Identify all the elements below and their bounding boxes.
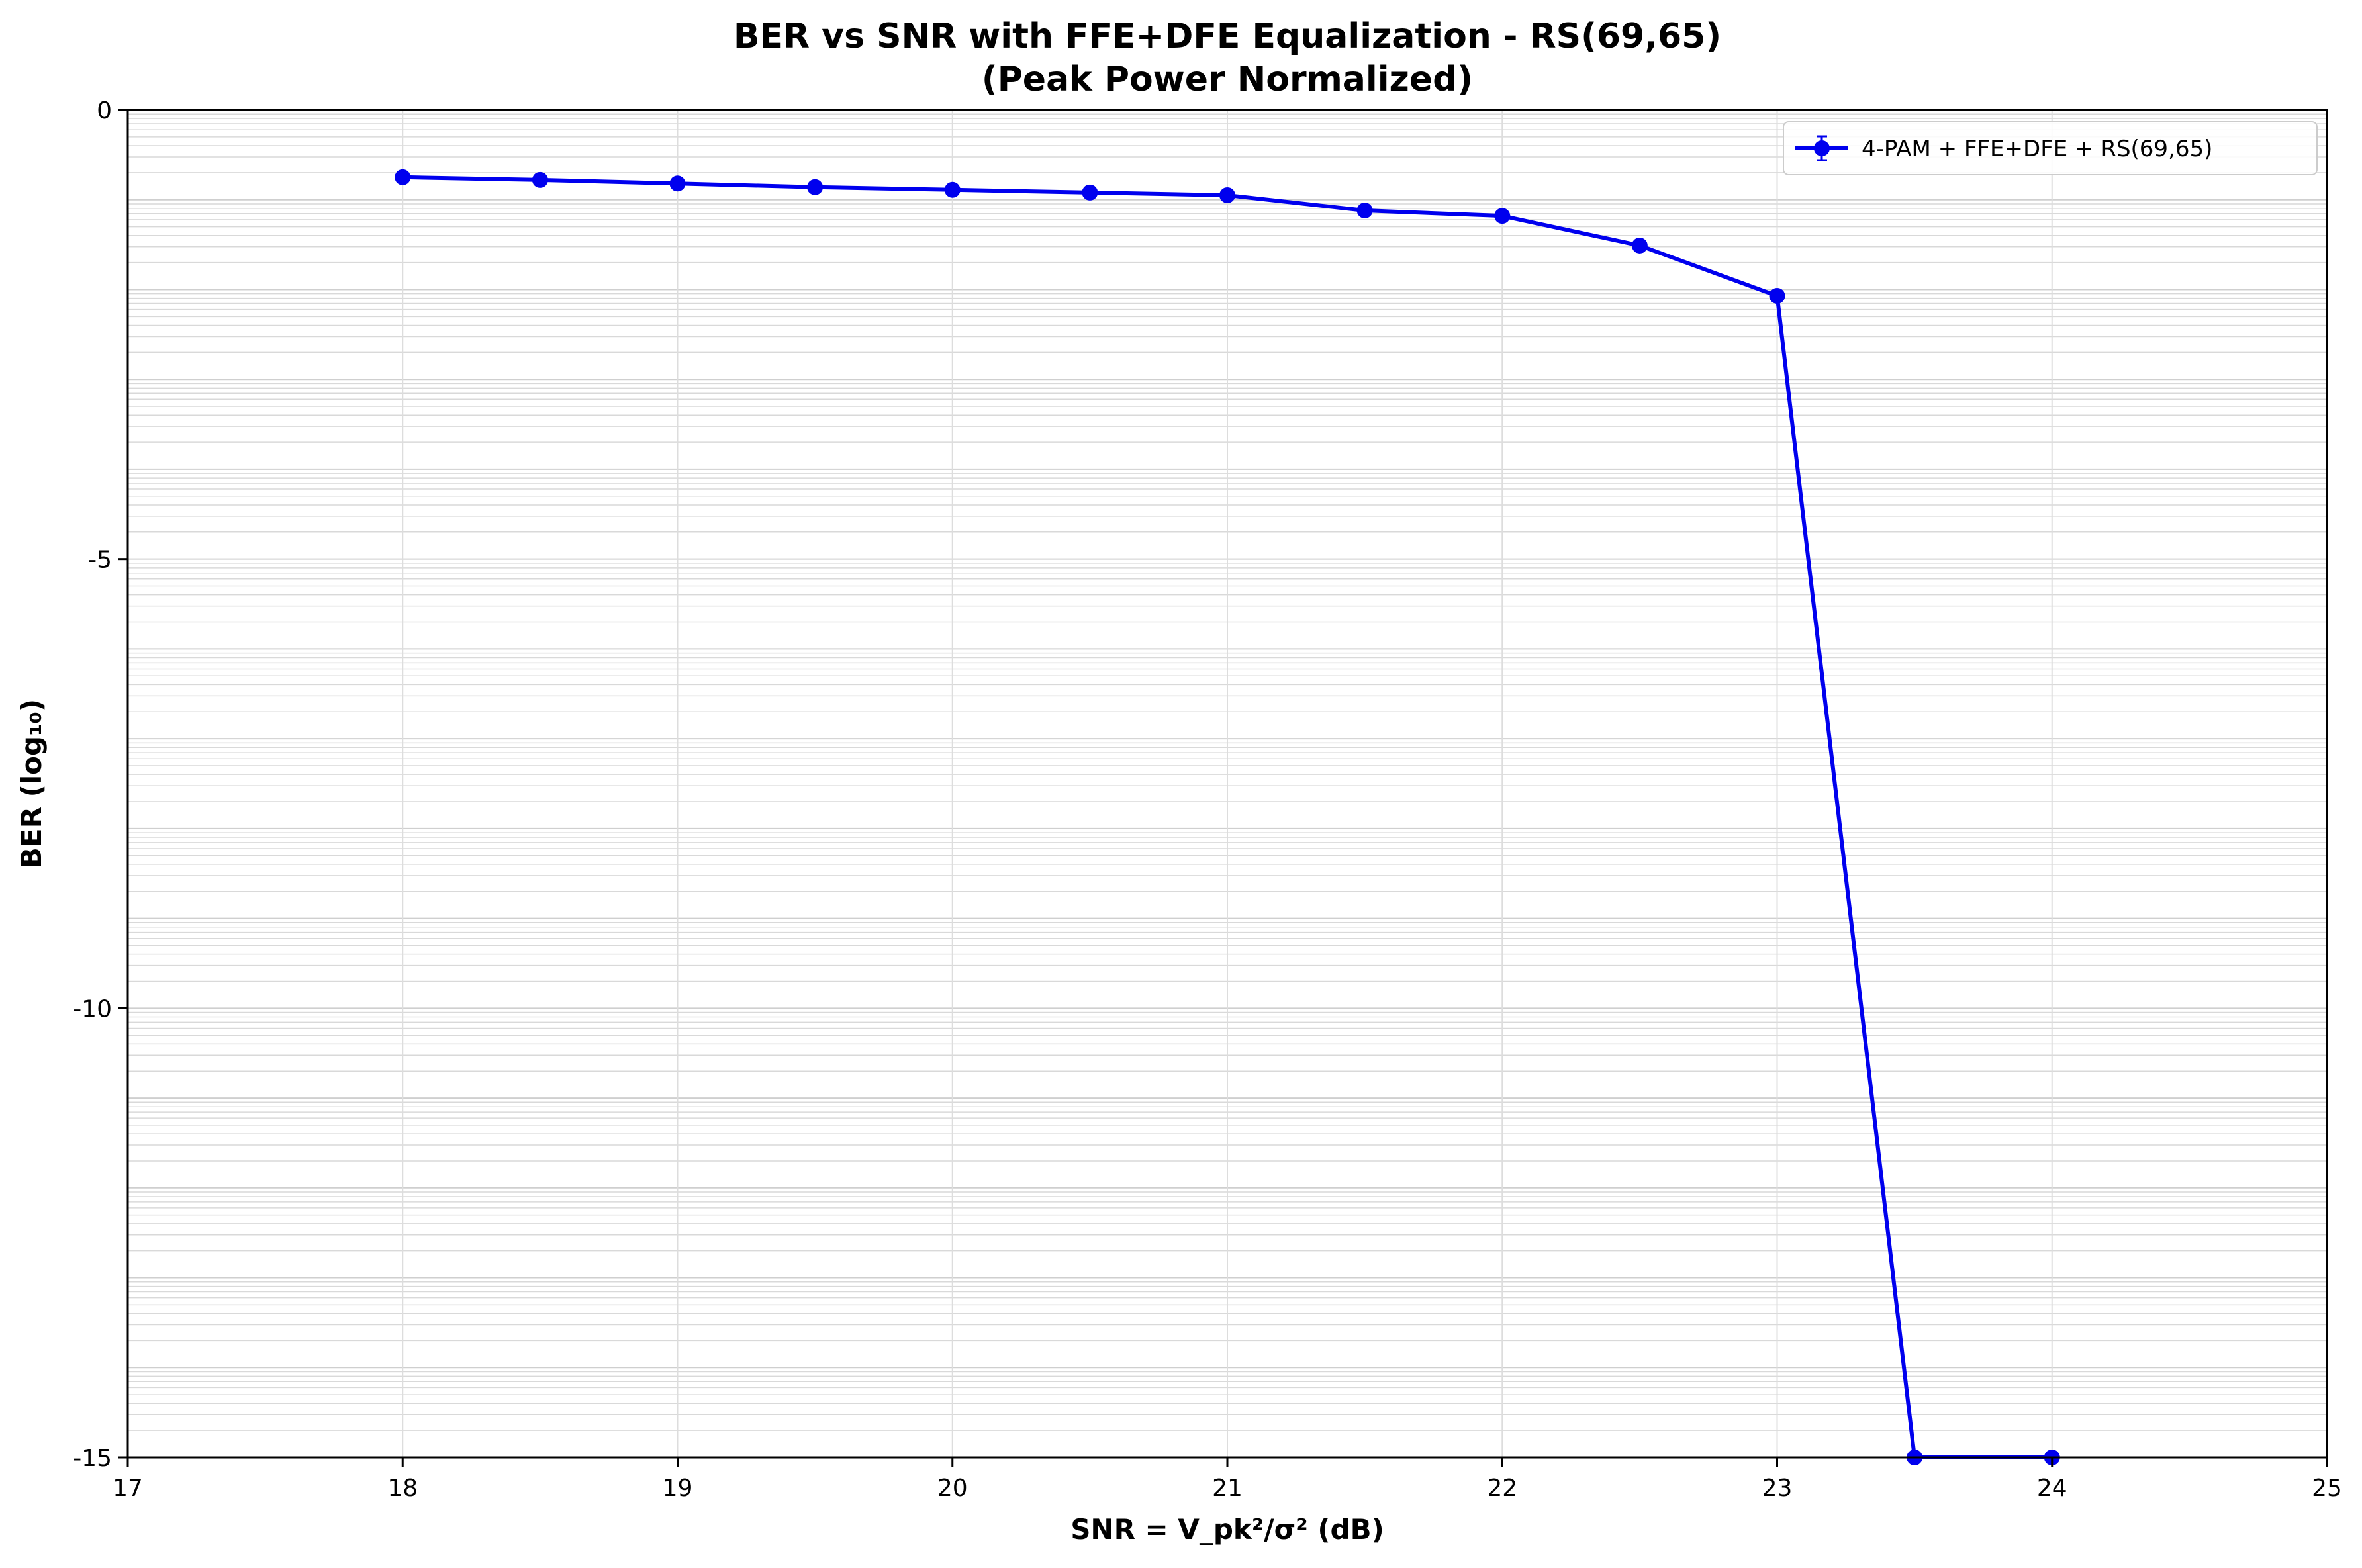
x-tick-label: 19 — [663, 1475, 693, 1502]
x-tick-label: 25 — [2312, 1475, 2342, 1502]
x-tick-label: 24 — [2037, 1475, 2067, 1502]
data-point — [807, 179, 824, 195]
x-tick-label: 23 — [1762, 1475, 1793, 1502]
x-axis: 17 18 19 20 21 22 23 24 25 — [113, 1457, 2342, 1502]
legend-marker-swatch — [1814, 140, 1830, 156]
y-axis-label: BER (log₁₀) — [15, 699, 48, 868]
y-tick-label: -10 — [73, 995, 112, 1023]
data-point — [1631, 237, 1648, 254]
chart-title: BER vs SNR with FFE+DFE Equalization - R… — [733, 17, 1721, 56]
data-point — [395, 169, 411, 185]
x-tick-label: 18 — [387, 1475, 418, 1502]
x-tick-label: 22 — [1487, 1475, 1517, 1502]
x-tick-label: 17 — [113, 1475, 143, 1502]
chart-subtitle: (Peak Power Normalized) — [982, 60, 1473, 99]
y-axis: 0 -5 -10 -15 — [73, 97, 128, 1472]
data-point — [1219, 187, 1235, 203]
data-point — [532, 171, 548, 188]
x-tick-label: 20 — [937, 1475, 968, 1502]
data-point — [944, 181, 961, 198]
data-point — [1082, 184, 1098, 201]
data-point — [1769, 287, 1785, 304]
data-point — [1494, 208, 1511, 224]
x-tick-label: 21 — [1212, 1475, 1243, 1502]
legend-box — [1783, 121, 2318, 175]
legend: 4-PAM + FFE+DFE + RS(69,65) — [1783, 121, 2318, 175]
data-point — [669, 175, 686, 192]
legend-entry-label: 4-PAM + FFE+DFE + RS(69,65) — [1862, 136, 2212, 162]
y-tick-label: -5 — [88, 547, 112, 574]
y-tick-label: -15 — [73, 1445, 112, 1472]
x-axis-label: SNR = V_pk²/σ² (dB) — [1070, 1513, 1384, 1545]
data-point — [1356, 203, 1373, 219]
y-tick-label: 0 — [97, 97, 112, 124]
